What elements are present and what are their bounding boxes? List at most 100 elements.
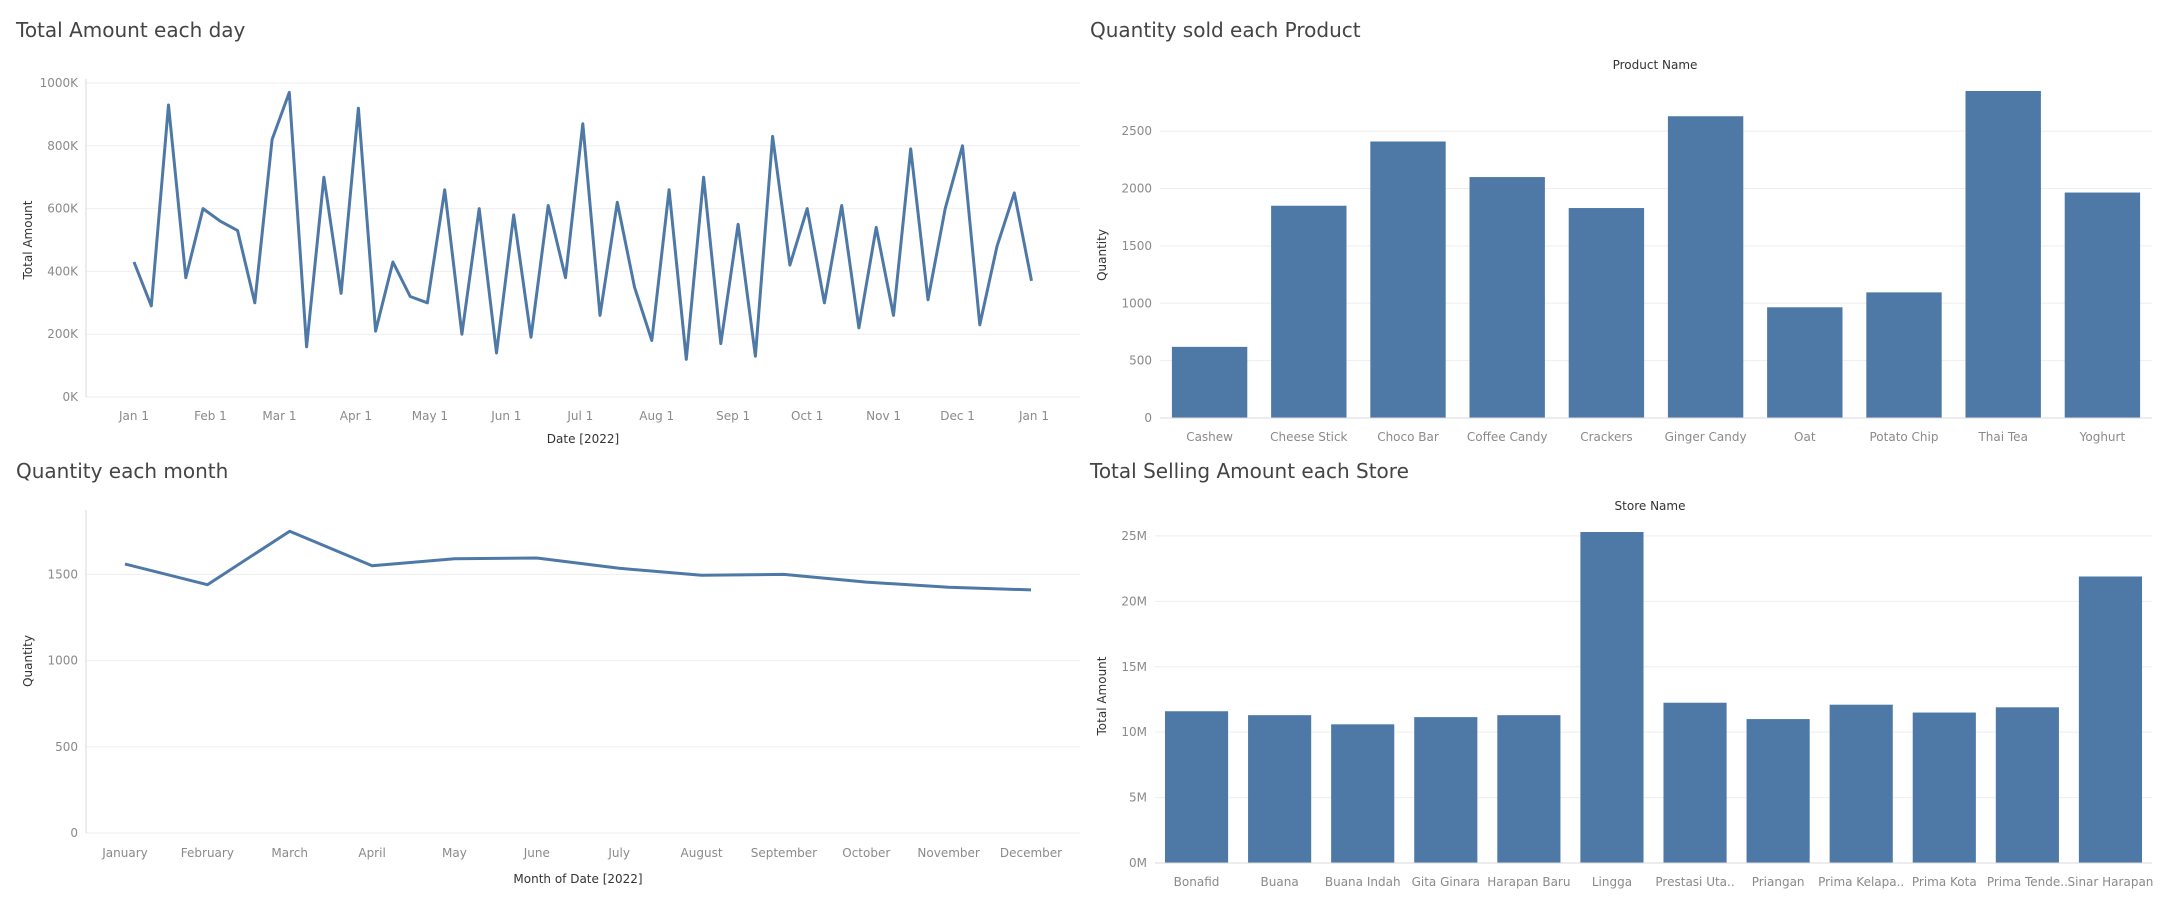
y-tick-label: 800K bbox=[47, 139, 79, 153]
bar-prestasi-uta[interactable] bbox=[1663, 702, 1727, 863]
x-tick-label: Buana Indah bbox=[1325, 875, 1401, 889]
x-tick-label: July bbox=[607, 846, 630, 860]
bar-prima-tende[interactable] bbox=[1995, 707, 2059, 863]
bar-sinar-harapan[interactable] bbox=[2078, 576, 2143, 863]
x-tick-label: Coffee Candy bbox=[1467, 430, 1548, 444]
x-tick-label: Buana bbox=[1261, 875, 1299, 889]
x-tick-label: January bbox=[101, 846, 148, 860]
x-tick-label: December bbox=[1000, 846, 1062, 860]
bar-cashew[interactable] bbox=[1171, 346, 1248, 418]
x-tick-label: October bbox=[842, 846, 890, 860]
panel-daily-amount: Total Amount each day 0K 200K 400K 600K 800K… bbox=[16, 18, 1080, 446]
bar-harapan-baru[interactable] bbox=[1497, 715, 1561, 863]
bar-buana[interactable] bbox=[1248, 715, 1312, 863]
bar-crackers[interactable] bbox=[1568, 208, 1645, 418]
x-tick-label: Gita Ginara bbox=[1412, 875, 1480, 889]
y-tick-label: 2500 bbox=[1121, 124, 1152, 138]
y-tick-label: 1000 bbox=[47, 654, 78, 668]
panel-monthly-quantity: Quantity each month 0 500 1000 1500 January F… bbox=[16, 459, 1080, 886]
x-tick-label: Priangan bbox=[1752, 875, 1805, 889]
monthly-quantity-line-chart[interactable]: 0 500 1000 1500 January February March April May… bbox=[16, 484, 1080, 904]
x-tick-label: Jan 1 bbox=[1018, 409, 1049, 423]
bar-cheese-stick[interactable] bbox=[1271, 205, 1347, 418]
x-tick-label: Prestasi Uta.. bbox=[1655, 875, 1734, 889]
y-tick-label: 0 bbox=[70, 826, 78, 840]
y-tick-label: 400K bbox=[47, 264, 79, 278]
y-tick-label: 0M bbox=[1129, 856, 1147, 870]
y-tick-label: 15M bbox=[1121, 660, 1147, 674]
x-tick-label: Yoghurt bbox=[2079, 430, 2126, 444]
y-tick-label: 1000K bbox=[40, 76, 80, 90]
x-tick-label: Lingga bbox=[1592, 875, 1632, 889]
series-line-quantity[interactable] bbox=[124, 529, 1032, 592]
bar-prima-kota[interactable] bbox=[1912, 712, 1976, 863]
y-axis-label: Total Amount bbox=[1095, 656, 1109, 736]
x-tick-label: February bbox=[181, 846, 234, 860]
x-tick-label: Cashew bbox=[1186, 430, 1233, 444]
x-tick-label: Oct 1 bbox=[791, 409, 823, 423]
bar-oat[interactable] bbox=[1767, 307, 1843, 418]
bar-priangan[interactable] bbox=[1746, 719, 1810, 863]
bar-choco-bar[interactable] bbox=[1370, 141, 1446, 419]
y-tick-label: 25M bbox=[1121, 529, 1147, 543]
product-quantity-bar-chart[interactable]: Product Name 0 500 1000 1500 2000 2500 Cashew Ch… bbox=[1090, 43, 2152, 444]
chart-title-product: Quantity sold each Product bbox=[1090, 18, 1361, 42]
bar-prima-kelapa[interactable] bbox=[1829, 704, 1893, 863]
x-tick-label: Ginger Candy bbox=[1665, 430, 1747, 444]
x-axis-label: Month of Date [2022] bbox=[513, 872, 642, 886]
x-tick-label: Feb 1 bbox=[194, 409, 227, 423]
bar-lingga[interactable] bbox=[1580, 532, 1644, 863]
bar-yoghurt[interactable] bbox=[2064, 192, 2141, 418]
y-axis-label: Quantity bbox=[1095, 229, 1109, 281]
x-tick-label: Nov 1 bbox=[866, 409, 901, 423]
x-tick-label: Aug 1 bbox=[639, 409, 674, 423]
y-tick-label: 0 bbox=[1144, 411, 1152, 425]
x-tick-label: Choco Bar bbox=[1377, 430, 1439, 444]
y-axis-label: Quantity bbox=[21, 635, 35, 687]
x-tick-label: Sep 1 bbox=[716, 409, 750, 423]
y-tick-label: 1000 bbox=[1121, 296, 1152, 310]
y-tick-label: 5M bbox=[1129, 791, 1147, 805]
x-tick-label: Crackers bbox=[1580, 430, 1632, 444]
y-tick-label: 200K bbox=[47, 327, 79, 341]
bar-potato-chip[interactable] bbox=[1866, 292, 1942, 418]
x-tick-label: Prima Kota bbox=[1912, 875, 1977, 889]
x-tick-label: November bbox=[917, 846, 979, 860]
bar-buana-indah[interactable] bbox=[1331, 724, 1395, 863]
series-line-total-amount[interactable] bbox=[132, 90, 1033, 361]
bar-gita-ginara[interactable] bbox=[1414, 717, 1478, 863]
y-axis-label: Total Amount bbox=[21, 200, 35, 280]
x-tick-label: Sinar Harapan bbox=[2068, 875, 2154, 889]
x-tick-label: April bbox=[358, 846, 385, 860]
x-tick-label: Prima Kelapa.. bbox=[1818, 875, 1904, 889]
y-tick-label: 20M bbox=[1121, 594, 1147, 608]
x-tick-label: Oat bbox=[1794, 430, 1816, 444]
store-amount-bar-chart[interactable]: Store Name 0M 5M 10M 15M 20M 25M Bonafid Buana Bu… bbox=[1090, 484, 2154, 904]
x-tick-label: Potato Chip bbox=[1869, 430, 1938, 444]
panel-store-amount: Total Selling Amount each Store Store Na… bbox=[1090, 459, 2153, 889]
bar-bonafid[interactable] bbox=[1164, 711, 1229, 863]
y-tick-label: 500 bbox=[1129, 354, 1152, 368]
y-tick-label: 2000 bbox=[1121, 182, 1152, 196]
x-tick-label: Prima Tende.. bbox=[1987, 875, 2068, 889]
bar-thai-tea[interactable] bbox=[1965, 91, 2041, 418]
x-tick-label: March bbox=[271, 846, 308, 860]
y-tick-label: 10M bbox=[1121, 725, 1147, 739]
daily-amount-line-chart[interactable]: 0K 200K 400K 600K 800K 1000K Jan 1 Feb 1 Mar 1 Ap… bbox=[16, 43, 1080, 446]
x-tick-label: Thai Tea bbox=[1977, 430, 2027, 444]
x-tick-label: May bbox=[442, 846, 467, 860]
x-axis-label: Date [2022] bbox=[547, 432, 619, 446]
header-label: Store Name bbox=[1615, 499, 1686, 513]
bar-ginger-candy[interactable] bbox=[1667, 116, 1744, 419]
x-tick-label: Jul 1 bbox=[566, 409, 593, 423]
x-tick-label: Cheese Stick bbox=[1270, 430, 1347, 444]
x-tick-label: September bbox=[751, 846, 817, 860]
chart-title-monthly: Quantity each month bbox=[16, 459, 229, 483]
header-label: Product Name bbox=[1613, 58, 1698, 72]
x-tick-label: Dec 1 bbox=[940, 409, 975, 423]
x-tick-label: August bbox=[681, 846, 723, 860]
x-tick-label: Jun 1 bbox=[490, 409, 521, 423]
bar-coffee-candy[interactable] bbox=[1469, 177, 1545, 418]
y-tick-label: 1500 bbox=[47, 567, 78, 581]
x-tick-label: Apr 1 bbox=[340, 409, 372, 423]
